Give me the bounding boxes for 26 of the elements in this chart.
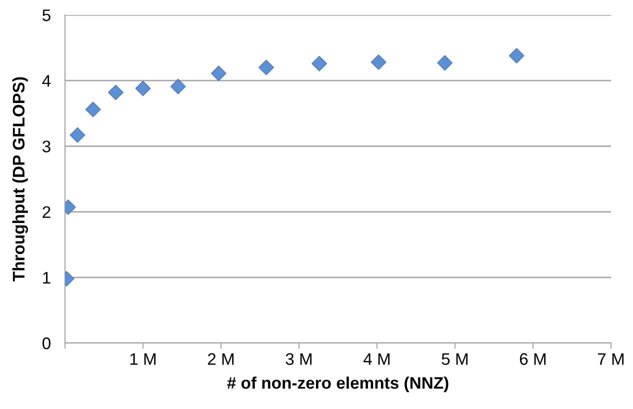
- x-tick-label: 7 M: [598, 353, 624, 365]
- x-tick-label: 5 M: [442, 353, 468, 365]
- x-tick-label: 1 M: [130, 353, 156, 365]
- y-tick-label: 4: [42, 75, 51, 87]
- y-tick-label: 1: [43, 272, 50, 284]
- point: [108, 84, 124, 100]
- y-tick-label: 0: [42, 337, 50, 350]
- point: [170, 78, 186, 94]
- point: [312, 56, 327, 72]
- point: [70, 127, 86, 143]
- x-tick-label: 4 M: [363, 353, 390, 365]
- point: [437, 55, 453, 71]
- point: [508, 48, 524, 64]
- x-tick-label: 2 M: [208, 353, 234, 365]
- y-tick-label: 3: [42, 140, 50, 152]
- point: [135, 80, 151, 96]
- x-tick-label: 6 M: [520, 353, 546, 365]
- point: [258, 60, 274, 76]
- point: [85, 102, 101, 118]
- point: [210, 66, 226, 82]
- point: [370, 54, 386, 70]
- x-tick-label: 3 M: [286, 353, 312, 365]
- y-axis-title: Throughput (DP GFLOPS): [12, 77, 28, 282]
- y-tick-label: 2: [42, 206, 50, 218]
- x-axis-title: # of non-zero elemnts (NNZ): [227, 376, 448, 392]
- y-tick-label: 5: [42, 10, 50, 22]
